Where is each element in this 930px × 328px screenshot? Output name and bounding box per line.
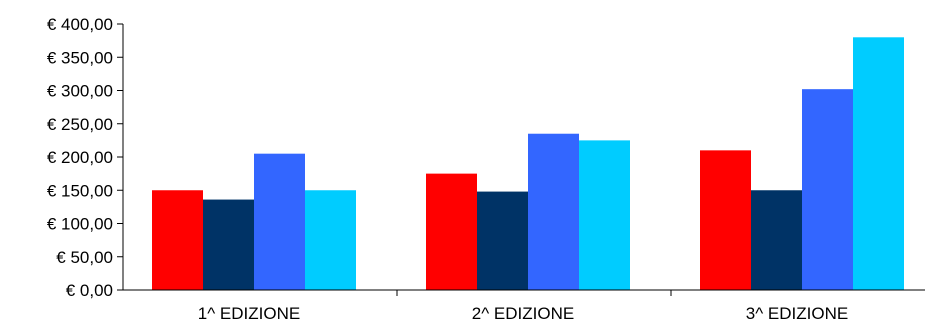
y-tick-label-7: € 350,00 bbox=[47, 48, 113, 67]
category-labels: 1^ EDIZIONE 2^ EDIZIONE 3^ EDIZIONE bbox=[198, 304, 848, 323]
x-axis-ticks bbox=[396, 290, 672, 296]
y-tick-label-3: € 150,00 bbox=[47, 181, 113, 200]
category-label-3: 3^ EDIZIONE bbox=[746, 304, 848, 323]
bar-series3-3 bbox=[802, 89, 853, 290]
bar-series2-3 bbox=[751, 190, 802, 290]
y-axis-ticks: € 0,00 € 50,00 € 100,00 € 150,00 € 200,00 € 2… bbox=[47, 15, 123, 300]
bars-group bbox=[152, 37, 904, 290]
bar-series2-2 bbox=[477, 191, 528, 290]
bar-series2-1 bbox=[203, 199, 254, 290]
y-tick-label-2: € 100,00 bbox=[47, 215, 113, 234]
bar-series1-2 bbox=[426, 173, 477, 290]
bar-series4-3 bbox=[853, 37, 904, 290]
y-tick-label-1: € 50,00 bbox=[56, 248, 113, 267]
y-tick-label-4: € 200,00 bbox=[47, 148, 113, 167]
category-label-1: 1^ EDIZIONE bbox=[198, 304, 300, 323]
bar-series1-1 bbox=[152, 190, 203, 290]
bar-series4-2 bbox=[579, 140, 630, 290]
bar-series3-1 bbox=[254, 153, 305, 290]
bar-series1-3 bbox=[700, 150, 751, 290]
y-tick-label-0: € 0,00 bbox=[66, 281, 113, 300]
y-tick-label-6: € 300,00 bbox=[47, 82, 113, 101]
y-tick-label-8: € 400,00 bbox=[47, 15, 113, 34]
category-label-2: 2^ EDIZIONE bbox=[472, 304, 574, 323]
bar-series3-2 bbox=[528, 133, 579, 290]
y-tick-label-5: € 250,00 bbox=[47, 115, 113, 134]
bar-series4-1 bbox=[305, 190, 356, 290]
